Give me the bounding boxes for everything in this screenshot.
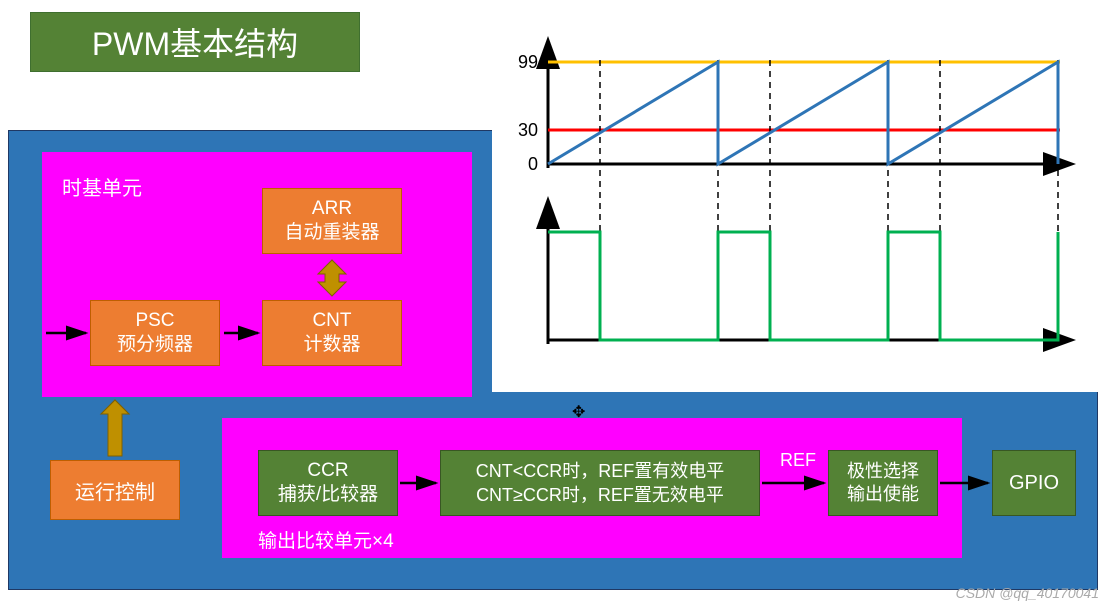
cnt-text: CNT 计数器	[303, 309, 360, 357]
watermark-text: CSDN @qq_40170041	[956, 585, 1099, 601]
polarity-block: 极性选择 输出使能	[828, 450, 938, 516]
watermark: CSDN @qq_40170041	[956, 585, 1099, 601]
polarity-text: 极性选择 输出使能	[847, 460, 919, 507]
run-control-text: 运行控制	[75, 476, 155, 505]
cnt-block: CNT 计数器	[262, 300, 402, 366]
logic-line2: CNT≥CCR时，REF置无效电平	[476, 483, 724, 507]
output-compare-label: 输出比较单元×4	[258, 526, 394, 553]
gpio-text: GPIO	[1009, 472, 1059, 495]
title-text: PWM基本结构	[92, 19, 298, 65]
logic-line1: CNT<CCR时，REF置有效电平	[476, 459, 725, 483]
compare-logic-block: CNT<CCR时，REF置有效电平 CNT≥CCR时，REF置无效电平	[440, 450, 760, 516]
cursor-icon: ✥	[572, 402, 585, 422]
output-compare-label-text: 输出比较单元×4	[258, 531, 394, 552]
timebase-label-text: 时基单元	[62, 178, 142, 200]
psc-text: PSC 预分频器	[117, 309, 193, 357]
ccr-block: CCR 捕获/比较器	[258, 450, 398, 516]
timebase-label: 时基单元	[62, 172, 142, 201]
main-container-cutout	[492, 126, 1105, 392]
page-title: PWM基本结构	[30, 12, 360, 72]
arr-block: ARR 自动重装器	[262, 188, 402, 254]
psc-block: PSC 预分频器	[90, 300, 220, 366]
gpio-block: GPIO	[992, 450, 1076, 516]
arr-text: ARR 自动重装器	[284, 197, 379, 245]
run-control-block: 运行控制	[50, 460, 180, 520]
ref-label: REF	[780, 450, 816, 471]
svg-text:99: 99	[518, 52, 538, 72]
ccr-text: CCR 捕获/比较器	[278, 459, 378, 507]
ref-label-text: REF	[780, 450, 816, 470]
